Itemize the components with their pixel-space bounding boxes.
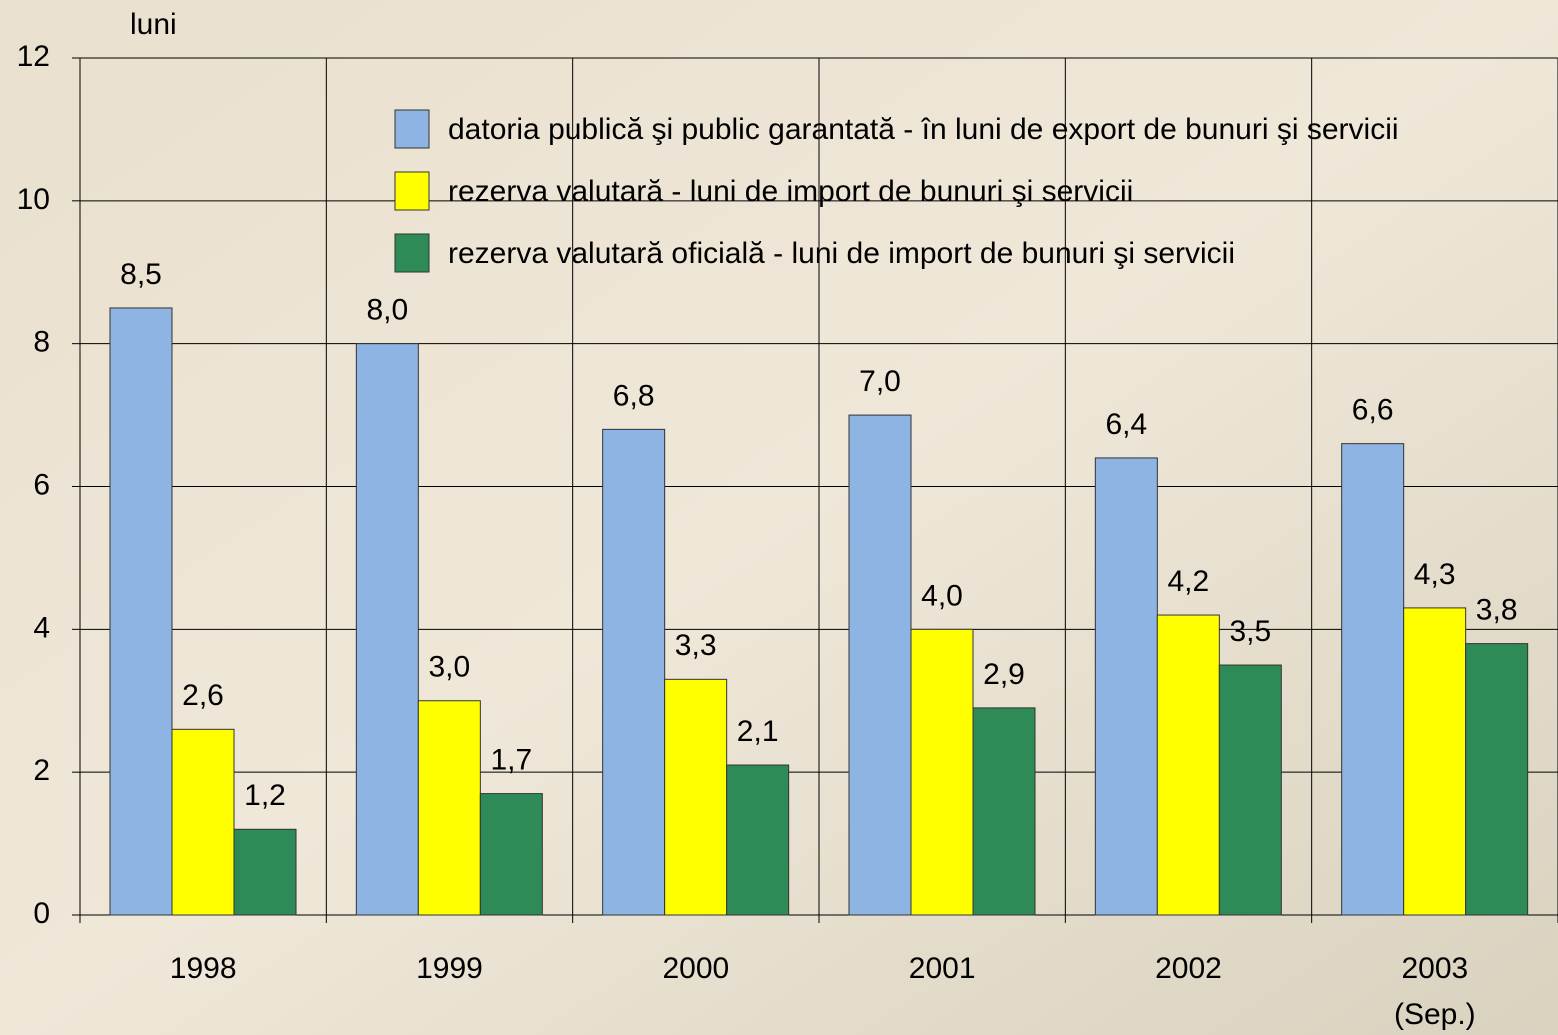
legend-label: datoria publică şi public garantată - în… [448,113,1399,146]
bar [664,678,728,916]
data-label: 3,0 [428,651,470,684]
y-tick-label: 2 [33,754,50,787]
x-tick-label: 2003 (Sep.) [1394,952,1476,1031]
bar [1218,664,1282,916]
data-label: 4,0 [921,579,963,612]
bar [1403,607,1467,916]
data-label: 2,6 [182,679,224,712]
y-tick-label: 8 [33,326,50,359]
bar [848,414,912,916]
data-label: 1,7 [490,744,532,777]
y-tick-label: 10 [17,183,50,216]
y-axis-label: luni [130,8,177,41]
data-label: 8,0 [366,294,408,327]
data-label: 6,8 [613,379,655,412]
bar [171,728,235,916]
bar [1156,614,1220,916]
bar [726,764,790,916]
legend-label: rezerva valutară - luni de import de bun… [448,175,1133,208]
data-label: 6,4 [1105,408,1147,441]
data-label: 1,2 [244,779,286,812]
y-tick-label: 0 [33,897,50,930]
data-label: 6,6 [1352,394,1394,427]
bar [910,628,974,916]
data-label: 3,5 [1229,615,1271,648]
x-tick-label: 2001 [909,952,976,985]
x-tick-label: 2000 [662,952,729,985]
x-tick-label: 1999 [416,952,483,985]
data-label: 3,3 [675,629,717,662]
data-label: 2,9 [983,658,1025,691]
y-tick-label: 4 [33,611,50,644]
bar [109,307,173,916]
bar [417,700,481,916]
legend-label: rezerva valutară oficială - luni de impo… [448,237,1235,270]
y-tick-label: 6 [33,468,50,501]
bar [1094,457,1158,916]
bar [1341,443,1405,916]
y-tick-label: 12 [17,40,50,73]
data-label: 8,5 [120,258,162,291]
x-tick-label: 2002 [1155,952,1222,985]
legend-swatch [394,171,430,211]
legend-swatch [394,233,430,273]
data-label: 7,0 [859,365,901,398]
bar [479,793,543,916]
bar [972,707,1036,916]
bar [355,343,419,916]
bar [233,828,297,916]
data-label: 3,8 [1476,594,1518,627]
data-label: 4,2 [1167,565,1209,598]
x-tick-label: 1998 [170,952,237,985]
bar [1465,643,1529,916]
data-label: 4,3 [1414,558,1456,591]
legend-swatch [394,109,430,149]
bar [602,428,666,916]
data-label: 2,1 [737,715,779,748]
